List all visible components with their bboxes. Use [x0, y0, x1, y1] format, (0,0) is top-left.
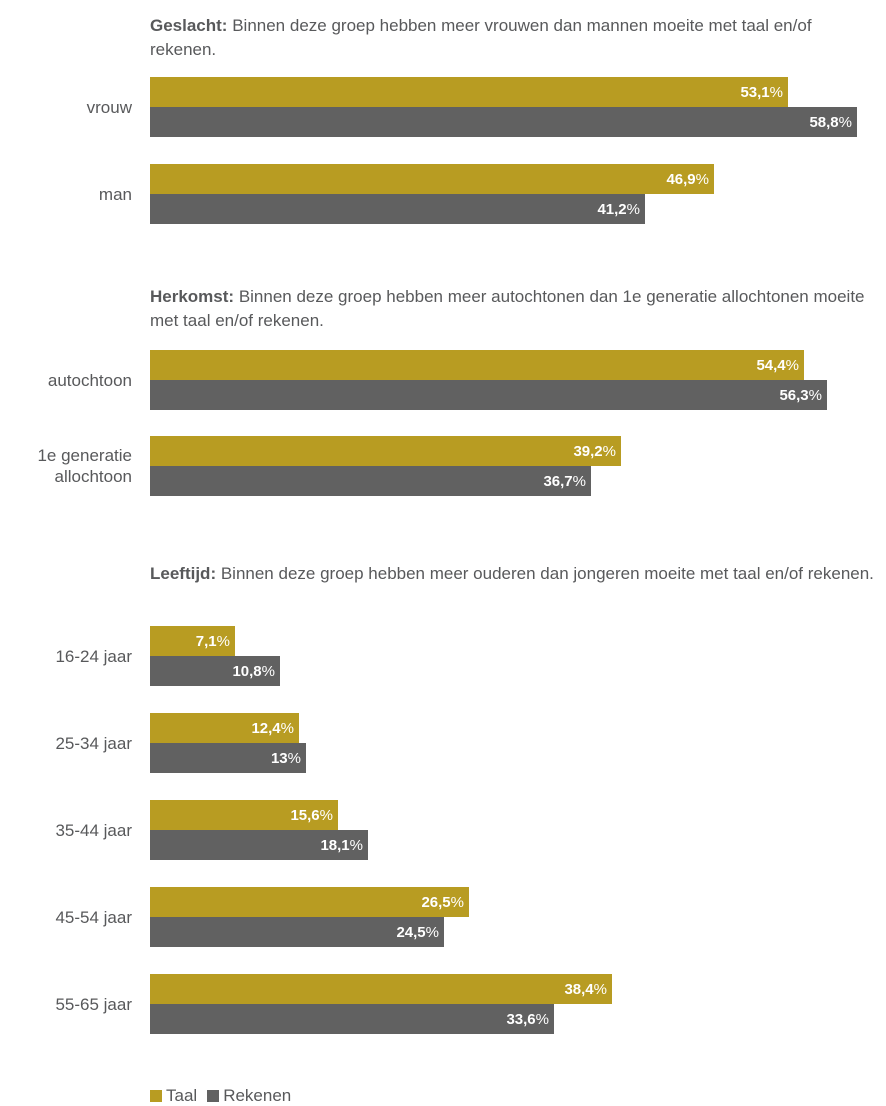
- bar-taal: 54,4%: [150, 350, 804, 380]
- bar-unit-label: %: [593, 980, 607, 998]
- bar-unit-label: %: [808, 386, 822, 404]
- bar-unit-label: %: [216, 632, 230, 650]
- bar-rekenen: 13%: [150, 743, 306, 773]
- category-label: autochtoon: [48, 370, 132, 391]
- bar-rekenen: 18,1%: [150, 830, 368, 860]
- bar-value-label: 13: [270, 749, 288, 767]
- bar-rekenen: 33,6%: [150, 1004, 554, 1034]
- section-heading-text: Binnen deze groep hebben meer ouderen da…: [216, 564, 874, 583]
- bar-value-label: 15,6: [290, 806, 320, 824]
- legend-swatch-rekenen: [207, 1090, 220, 1102]
- section-heading: Leeftijd: Binnen deze groep hebben meer …: [150, 562, 880, 586]
- bar-value-label: 41,2: [597, 200, 627, 218]
- bar-taal: 26,5%: [150, 887, 469, 917]
- bar-value-label: 58,8: [809, 113, 839, 131]
- legend-item-rekenen: Rekenen: [207, 1086, 291, 1106]
- category-label: 55-65 jaar: [55, 994, 132, 1015]
- category-label-line: vrouw: [86, 98, 132, 117]
- category-label-line: 35-44 jaar: [55, 821, 132, 840]
- category-label-line: man: [98, 185, 132, 204]
- bar-value-label: 38,4: [564, 980, 594, 998]
- bar-value-label: 54,4: [756, 356, 786, 374]
- legend-label-rekenen: Rekenen: [223, 1086, 292, 1105]
- bar-value-label: 36,7: [543, 472, 573, 490]
- category-label: 45-54 jaar: [55, 907, 132, 928]
- section-heading-bold: Herkomst:: [150, 287, 235, 306]
- bar-unit-label: %: [280, 719, 294, 737]
- bar-taal: 53,1%: [150, 77, 788, 107]
- bar-unit-label: %: [838, 113, 852, 131]
- bar-unit-label: %: [261, 662, 275, 680]
- section-heading: Geslacht: Binnen deze groep hebben meer …: [150, 14, 880, 62]
- bar-unit-label: %: [769, 83, 783, 101]
- bar-taal: 12,4%: [150, 713, 299, 743]
- bar-rekenen: 24,5%: [150, 917, 444, 947]
- category-label-line: 55-65 jaar: [55, 995, 132, 1014]
- category-label: vrouw: [87, 97, 132, 118]
- category-label-line: 1e generatie: [37, 446, 132, 465]
- category-label-line: allochtoon: [54, 467, 132, 486]
- legend: Taal Rekenen: [150, 1086, 301, 1106]
- bar-unit-label: %: [626, 200, 640, 218]
- bar-rekenen: 58,8%: [150, 107, 857, 137]
- category-label: 35-44 jaar: [55, 820, 132, 841]
- section-heading-bold: Geslacht:: [150, 16, 228, 35]
- bar-taal: 38,4%: [150, 974, 612, 1004]
- bar-value-label: 7,1: [195, 632, 217, 650]
- bar-rekenen: 36,7%: [150, 466, 591, 496]
- bar-value-label: 53,1: [740, 83, 770, 101]
- bar-value-label: 39,2: [573, 442, 603, 460]
- category-label-line: 16-24 jaar: [55, 647, 132, 666]
- bar-taal: 46,9%: [150, 164, 714, 194]
- bar-taal: 15,6%: [150, 800, 338, 830]
- bar-value-label: 46,9: [666, 170, 696, 188]
- legend-label-taal: Taal: [166, 1086, 198, 1105]
- bar-taal: 7,1%: [150, 626, 235, 656]
- bar-unit-label: %: [287, 749, 301, 767]
- category-label-line: 25-34 jaar: [55, 734, 132, 753]
- category-label: 16-24 jaar: [55, 646, 132, 667]
- bar-unit-label: %: [319, 806, 333, 824]
- category-label-line: autochtoon: [47, 371, 132, 390]
- category-label-line: 45-54 jaar: [55, 908, 132, 927]
- section-heading: Herkomst: Binnen deze groep hebben meer …: [150, 285, 880, 333]
- section-heading-bold: Leeftijd:: [150, 564, 217, 583]
- bar-value-label: 33,6: [506, 1010, 536, 1028]
- bar-rekenen: 56,3%: [150, 380, 827, 410]
- bar-unit-label: %: [602, 442, 616, 460]
- legend-swatch-taal: [150, 1090, 162, 1102]
- bar-rekenen: 41,2%: [150, 194, 645, 224]
- bar-value-label: 10,8: [232, 662, 262, 680]
- bar-value-label: 18,1: [320, 836, 350, 854]
- bar-unit-label: %: [450, 893, 464, 911]
- bar-value-label: 56,3: [779, 386, 809, 404]
- category-label: 25-34 jaar: [55, 733, 132, 754]
- category-label: man: [99, 184, 132, 205]
- bar-taal: 39,2%: [150, 436, 621, 466]
- bar-value-label: 24,5: [396, 923, 426, 941]
- bar-unit-label: %: [425, 923, 439, 941]
- bar-unit-label: %: [785, 356, 799, 374]
- bar-value-label: 12,4: [251, 719, 281, 737]
- section-heading-text: Binnen deze groep hebben meer vrouwen da…: [150, 16, 812, 59]
- bar-value-label: 26,5: [421, 893, 451, 911]
- legend-item-taal: Taal: [150, 1086, 197, 1106]
- bar-unit-label: %: [535, 1010, 549, 1028]
- category-label: 1e generatie allochtoon: [37, 445, 132, 487]
- section-heading-text: Binnen deze groep hebben meer autochtone…: [150, 287, 865, 330]
- bar-unit-label: %: [572, 472, 586, 490]
- bar-unit-label: %: [349, 836, 363, 854]
- bar-rekenen: 10,8%: [150, 656, 280, 686]
- bar-unit-label: %: [695, 170, 709, 188]
